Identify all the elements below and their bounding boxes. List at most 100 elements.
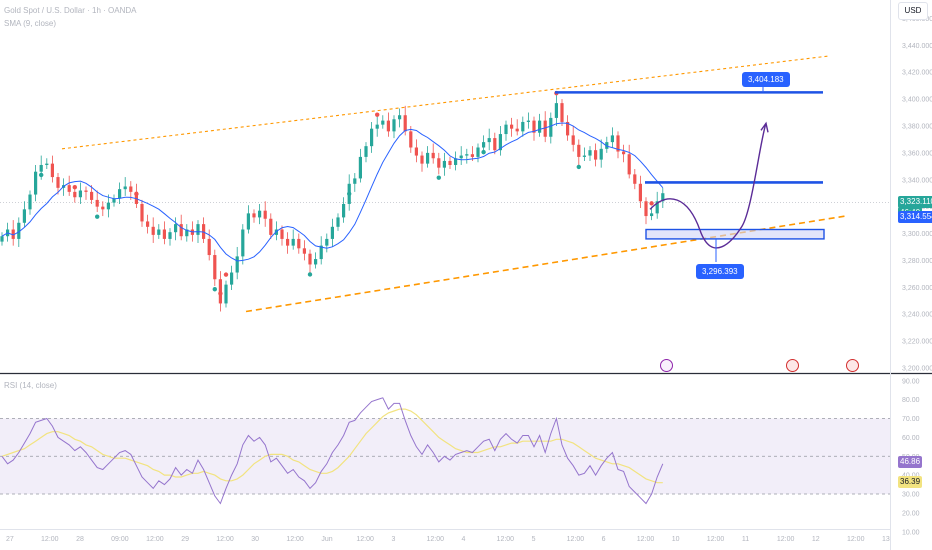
candle-body — [196, 224, 200, 235]
time-tick-label: 13 — [882, 536, 890, 543]
candle-body — [582, 155, 586, 157]
price-tick-label: 3,440.000 — [902, 43, 932, 50]
candle-body — [409, 131, 413, 148]
candle-body — [470, 154, 474, 157]
candle-body — [487, 138, 491, 143]
price-tick-label: 3,200.000 — [902, 365, 932, 372]
candle-body — [627, 154, 631, 175]
price-tick-label: 3,300.000 — [902, 231, 932, 238]
swing-low-marker — [347, 191, 352, 196]
candle-body — [314, 259, 318, 265]
candle-body — [465, 154, 469, 156]
candle-body — [364, 146, 368, 157]
candle-body — [174, 224, 178, 233]
lightning-event-icon[interactable] — [660, 359, 673, 372]
time-tick-label: Jun — [321, 536, 332, 543]
candle-body — [162, 229, 166, 239]
price-tick-label: 3,260.000 — [902, 285, 932, 292]
candle-body — [134, 191, 138, 204]
swing-low-marker — [212, 287, 217, 292]
candle-body — [56, 177, 60, 188]
swing-high-marker — [223, 272, 229, 277]
candle-body — [510, 124, 514, 129]
candle-body — [246, 213, 250, 230]
candle-body — [655, 201, 659, 214]
time-tick-label: 12:00 — [216, 536, 234, 543]
candle-body — [39, 164, 43, 172]
candle-body — [308, 253, 312, 265]
candle-body — [358, 156, 362, 179]
swing-low-marker — [39, 172, 44, 178]
candle-body — [207, 238, 211, 256]
candle-body — [11, 229, 15, 239]
time-tick-label: 5 — [532, 536, 536, 543]
time-tick-label: 12:00 — [41, 536, 59, 543]
candle-body — [392, 119, 396, 132]
candle-body — [112, 198, 116, 203]
candle-body — [414, 147, 418, 156]
price-callout-bottom: 3,296.393 — [696, 264, 744, 279]
us-flag-event-icon[interactable] — [846, 359, 859, 372]
rsi-tick-label: 10.00 — [902, 529, 920, 536]
time-tick-label: 29 — [181, 536, 189, 543]
current-price-tag: 3,323.110 — [898, 196, 932, 209]
swing-low-marker — [576, 164, 581, 170]
swing-low-marker — [307, 272, 313, 277]
rsi-tick-label: 70.00 — [902, 416, 920, 423]
candle-body — [616, 135, 620, 152]
candle-body — [442, 160, 446, 168]
candle-body — [336, 217, 340, 227]
candle-body — [532, 120, 536, 133]
time-tick-label: 12:00 — [567, 536, 585, 543]
candle-body — [269, 218, 273, 235]
candle-body — [370, 128, 374, 147]
candle-body — [538, 120, 542, 133]
candle-body — [67, 185, 71, 192]
swing-low-marker — [481, 149, 486, 155]
price-callout-top: 3,404.183 — [742, 72, 790, 87]
candle-body — [566, 121, 570, 136]
candle-body — [22, 209, 26, 223]
rsi-ma-value-tag: 36.39 — [898, 475, 923, 488]
candle-body — [241, 229, 245, 257]
candle-body — [224, 284, 228, 304]
sma-legend[interactable]: SMA (9, close) — [4, 19, 57, 28]
candle-body — [426, 152, 430, 164]
time-tick-label: 3 — [391, 536, 395, 543]
time-tick-label: 4 — [462, 536, 466, 543]
swing-low-marker — [436, 175, 441, 180]
swing-high-marker — [375, 112, 380, 117]
candle-body — [235, 256, 239, 273]
candle-body — [610, 135, 614, 143]
candle-body — [73, 191, 77, 198]
candle-body — [521, 121, 525, 132]
candle-body — [644, 201, 648, 217]
candle-body — [157, 229, 161, 235]
swing-high-marker — [649, 201, 654, 206]
rsi-legend[interactable]: RSI (14, close) — [4, 381, 57, 390]
candle-body — [633, 174, 637, 184]
price-tick-label: 3,420.000 — [902, 70, 932, 77]
candle-body — [330, 226, 334, 239]
symbol-legend[interactable]: Gold Spot / U.S. Dollar · 1h · OANDA — [4, 6, 137, 15]
candle-body — [448, 160, 452, 165]
candle-body — [605, 142, 609, 149]
time-tick-label: 12:00 — [497, 536, 515, 543]
time-tick-label: 12 — [812, 536, 820, 543]
candle-body — [319, 245, 323, 260]
currency-button[interactable]: USD — [898, 2, 928, 20]
candle-body — [291, 238, 295, 246]
us-flag-event-icon[interactable] — [786, 359, 799, 372]
candle-body — [549, 117, 553, 137]
candle-body — [661, 193, 665, 202]
candle-body — [302, 248, 306, 254]
candle-body — [420, 155, 424, 164]
candle-body — [386, 120, 390, 132]
candle-body — [106, 202, 110, 210]
candle-body — [34, 171, 38, 195]
candle-body — [554, 103, 558, 118]
candle-body — [594, 150, 598, 160]
time-tick-label: 09:00 — [111, 536, 129, 543]
